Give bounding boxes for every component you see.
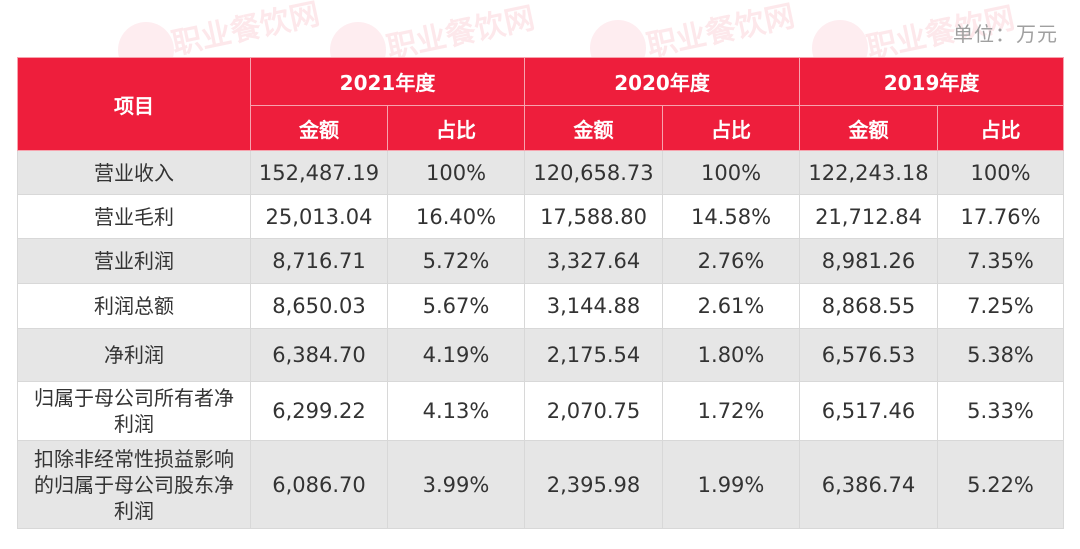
cell-value: 25,013.04 [250,194,388,239]
cell-value: 21,712.84 [799,194,939,239]
row-label: 扣除非经常性损益影响的归属于母公司股东净利润 [17,440,251,529]
table-row: 营业利润 8,716.71 5.72% 3,327.64 2.76% 8,981… [17,238,1065,284]
table-row: 扣除非经常性损益影响的归属于母公司股东净利润 6,086.70 3.99% 2,… [17,440,1065,529]
table-row: 净利润 6,384.70 4.19% 2,175.54 1.80% 6,576.… [17,328,1065,382]
cell-value: 7.35% [937,238,1065,284]
table-row: 归属于母公司所有者净利润 6,299.22 4.13% 2,070.75 1.7… [17,381,1065,441]
unit-label: 单位：万元 [953,22,1058,46]
cell-value: 100% [662,150,801,195]
cell-value: 122,243.18 [799,150,939,195]
cell-value: 16.40% [386,194,526,239]
cell-value: 1.80% [662,328,801,382]
row-label: 营业利润 [17,238,251,284]
header-ratio: 占比 [662,105,801,151]
row-label: 净利润 [17,328,251,382]
cell-value: 2,175.54 [524,328,664,382]
cell-value: 2.61% [662,283,801,329]
cell-value: 152,487.19 [250,150,388,195]
cell-value: 5.33% [937,381,1065,441]
cell-value: 8,716.71 [250,238,388,284]
cell-value: 6,384.70 [250,328,388,382]
watermark-text: 职业餐饮网 [643,0,798,65]
cell-value: 5.22% [937,440,1065,529]
cell-value: 6,576.53 [799,328,939,382]
cell-value: 6,517.46 [799,381,939,441]
header-item: 项目 [17,57,251,151]
cell-value: 3,144.88 [524,283,664,329]
cell-value: 17,588.80 [524,194,664,239]
row-label: 营业毛利 [17,194,251,239]
header-amount: 金额 [250,105,388,151]
cell-value: 5.67% [386,283,526,329]
cell-value: 17.76% [937,194,1065,239]
cell-value: 120,658.73 [524,150,664,195]
row-label: 营业收入 [17,150,251,195]
row-label: 利润总额 [17,283,251,329]
cell-value: 100% [386,150,526,195]
header-year-2021: 2021年度 [249,57,526,106]
header-amount: 金额 [799,105,939,151]
cell-value: 14.58% [662,194,801,239]
table-row: 营业毛利 25,013.04 16.40% 17,588.80 14.58% 2… [17,194,1065,239]
header-ratio: 占比 [937,105,1065,151]
cell-value: 4.19% [386,328,526,382]
financial-table: 项目 2021年度 2020年度 2019年度 金额 占比 金额 占比 金额 占… [17,57,1065,529]
cell-value: 2.76% [662,238,801,284]
cell-value: 3,327.64 [524,238,664,284]
watermark-text: 职业餐饮网 [168,0,323,63]
cell-value: 3.99% [386,440,526,529]
header-year-2020: 2020年度 [524,57,801,106]
cell-value: 5.38% [937,328,1065,382]
header-amount: 金额 [524,105,664,151]
cell-value: 1.99% [662,440,801,529]
cell-value: 8,650.03 [250,283,388,329]
cell-value: 6,086.70 [250,440,388,529]
cell-value: 1.72% [662,381,801,441]
table-row: 利润总额 8,650.03 5.67% 3,144.88 2.61% 8,868… [17,283,1065,329]
cell-value: 8,981.26 [799,238,939,284]
cell-value: 2,070.75 [524,381,664,441]
header-ratio: 占比 [386,105,526,151]
cell-value: 100% [937,150,1065,195]
header-year-2019: 2019年度 [799,57,1065,106]
cell-value: 5.72% [386,238,526,284]
cell-value: 8,868.55 [799,283,939,329]
row-label: 归属于母公司所有者净利润 [17,381,251,441]
cell-value: 2,395.98 [524,440,664,529]
table-row: 营业收入 152,487.19 100% 120,658.73 100% 122… [17,150,1065,195]
cell-value: 6,299.22 [250,381,388,441]
cell-value: 7.25% [937,283,1065,329]
cell-value: 6,386.74 [799,440,939,529]
cell-value: 4.13% [386,381,526,441]
